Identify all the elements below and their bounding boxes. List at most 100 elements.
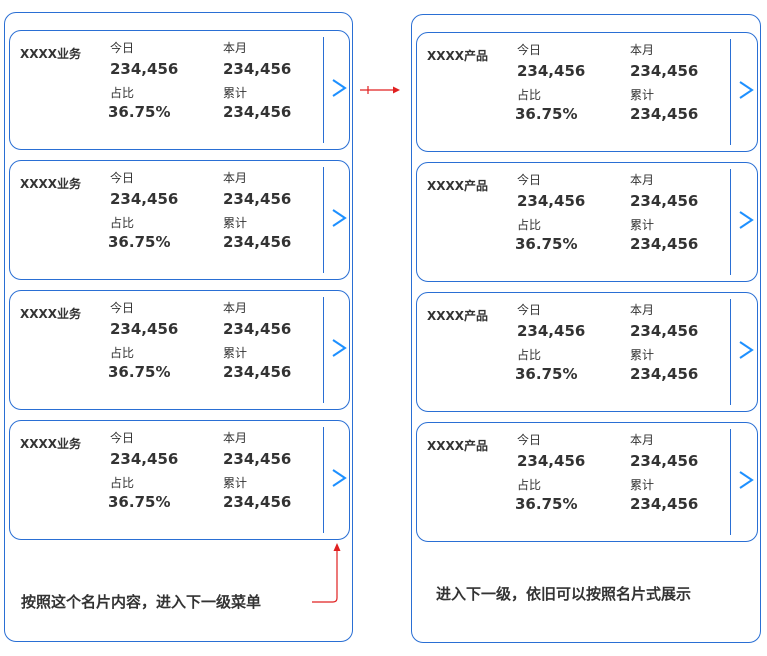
- month-label: 本月: [223, 41, 248, 55]
- product-name: XXXX产品: [427, 179, 489, 193]
- month-value: 234,456: [223, 320, 292, 338]
- business-card[interactable]: XXXX业务 今日 234,456 占比 36.75% 本月 234,456 累…: [9, 160, 350, 280]
- chevron-right-icon[interactable]: [328, 463, 350, 493]
- total-label: 累计: [630, 348, 655, 362]
- total-label: 累计: [223, 346, 248, 360]
- today-value: 234,456: [517, 452, 586, 470]
- ratio-label: 占比: [517, 88, 542, 102]
- business-card[interactable]: XXXX业务 今日 234,456 占比 36.75% 本月 234,456 累…: [9, 420, 350, 540]
- month-label: 本月: [630, 43, 655, 57]
- chevron-right-icon[interactable]: [735, 335, 757, 365]
- today-value: 234,456: [517, 62, 586, 80]
- ratio-label: 占比: [517, 478, 542, 492]
- today-value: 234,456: [110, 190, 179, 208]
- total-label: 累计: [630, 478, 655, 492]
- card-divider: [730, 429, 731, 535]
- ratio-label: 占比: [517, 348, 542, 362]
- today-label: 今日: [517, 433, 542, 447]
- product-card[interactable]: XXXX产品 今日 234,456 占比 36.75% 本月 234,456 累…: [416, 422, 758, 542]
- month-value: 234,456: [630, 62, 699, 80]
- month-label: 本月: [630, 173, 655, 187]
- ratio-value: 36.75%: [108, 493, 171, 511]
- ratio-label: 占比: [110, 86, 135, 100]
- total-value: 234,456: [223, 363, 292, 381]
- card-divider: [323, 297, 324, 403]
- total-value: 234,456: [630, 365, 699, 383]
- today-value: 234,456: [517, 322, 586, 340]
- card-divider: [323, 427, 324, 533]
- right-arrow-annotation: [360, 86, 400, 94]
- month-value: 234,456: [630, 322, 699, 340]
- total-label: 累计: [223, 216, 248, 230]
- ratio-label: 占比: [110, 346, 135, 360]
- ratio-value: 36.75%: [108, 233, 171, 251]
- month-label: 本月: [630, 303, 655, 317]
- product-list-panel: XXXX产品 今日 234,456 占比 36.75% 本月 234,456 累…: [411, 14, 761, 643]
- total-value: 234,456: [223, 233, 292, 251]
- ratio-label: 占比: [110, 476, 135, 490]
- today-label: 今日: [517, 173, 542, 187]
- product-name: XXXX产品: [427, 309, 489, 323]
- month-label: 本月: [223, 431, 248, 445]
- month-value: 234,456: [223, 60, 292, 78]
- ratio-value: 36.75%: [515, 235, 578, 253]
- total-value: 234,456: [630, 235, 699, 253]
- month-value: 234,456: [223, 190, 292, 208]
- card-divider: [323, 167, 324, 273]
- business-card[interactable]: XXXX业务 今日 234,456 占比 36.75% 本月 234,456 累…: [9, 290, 350, 410]
- today-label: 今日: [517, 43, 542, 57]
- ratio-value: 36.75%: [515, 105, 578, 123]
- chevron-right-icon[interactable]: [328, 203, 350, 233]
- month-value: 234,456: [630, 192, 699, 210]
- total-label: 累计: [630, 88, 655, 102]
- chevron-right-icon[interactable]: [328, 73, 350, 103]
- chevron-right-icon[interactable]: [328, 333, 350, 363]
- business-name: XXXX业务: [20, 177, 82, 191]
- product-card[interactable]: XXXX产品 今日 234,456 占比 36.75% 本月 234,456 累…: [416, 292, 758, 412]
- today-label: 今日: [517, 303, 542, 317]
- month-label: 本月: [223, 301, 248, 315]
- chevron-right-icon[interactable]: [735, 75, 757, 105]
- ratio-value: 36.75%: [108, 103, 171, 121]
- ratio-label: 占比: [110, 216, 135, 230]
- total-label: 累计: [223, 86, 248, 100]
- left-caption: 按照这个名片内容，进入下一级菜单: [21, 593, 262, 611]
- month-label: 本月: [630, 433, 655, 447]
- ratio-value: 36.75%: [515, 365, 578, 383]
- total-value: 234,456: [223, 103, 292, 121]
- today-value: 234,456: [110, 320, 179, 338]
- card-divider: [730, 169, 731, 275]
- today-value: 234,456: [110, 60, 179, 78]
- business-list-panel: XXXX业务 今日 234,456 占比 36.75% 本月 234,456 累…: [4, 12, 353, 642]
- today-label: 今日: [110, 41, 135, 55]
- product-name: XXXX产品: [427, 439, 489, 453]
- ratio-value: 36.75%: [515, 495, 578, 513]
- total-value: 234,456: [223, 493, 292, 511]
- right-caption: 进入下一级，依旧可以按照名片式展示: [436, 585, 692, 603]
- total-value: 234,456: [630, 105, 699, 123]
- chevron-right-icon[interactable]: [735, 205, 757, 235]
- product-card[interactable]: XXXX产品 今日 234,456 占比 36.75% 本月 234,456 累…: [416, 162, 758, 282]
- chevron-right-icon[interactable]: [735, 465, 757, 495]
- card-divider: [730, 299, 731, 405]
- total-value: 234,456: [630, 495, 699, 513]
- card-divider: [730, 39, 731, 145]
- ratio-label: 占比: [517, 218, 542, 232]
- business-name: XXXX业务: [20, 307, 82, 321]
- today-label: 今日: [110, 301, 135, 315]
- product-card[interactable]: XXXX产品 今日 234,456 占比 36.75% 本月 234,456 累…: [416, 32, 758, 152]
- month-value: 234,456: [630, 452, 699, 470]
- today-label: 今日: [110, 171, 135, 185]
- today-value: 234,456: [110, 450, 179, 468]
- ratio-value: 36.75%: [108, 363, 171, 381]
- month-label: 本月: [223, 171, 248, 185]
- business-name: XXXX业务: [20, 437, 82, 451]
- today-value: 234,456: [517, 192, 586, 210]
- business-card[interactable]: XXXX业务 今日 234,456 占比 36.75% 本月 234,456 累…: [9, 30, 350, 150]
- business-name: XXXX业务: [20, 47, 82, 61]
- total-label: 累计: [223, 476, 248, 490]
- product-name: XXXX产品: [427, 49, 489, 63]
- today-label: 今日: [110, 431, 135, 445]
- month-value: 234,456: [223, 450, 292, 468]
- total-label: 累计: [630, 218, 655, 232]
